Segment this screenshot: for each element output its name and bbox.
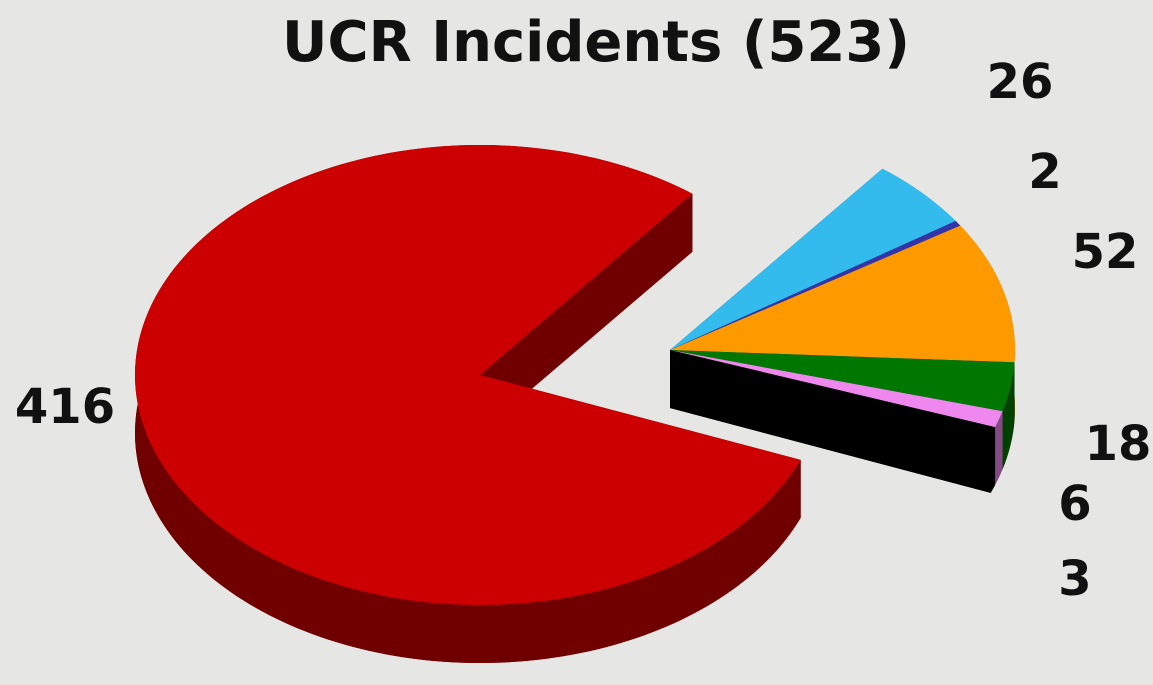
slice: [135, 145, 801, 605]
data-label: 6: [1058, 476, 1091, 532]
data-labels: 416 26 252 186 3: [15, 54, 1152, 607]
data-label: 416: [15, 379, 115, 435]
slice: [670, 221, 961, 350]
slice: [670, 168, 956, 350]
slice-side: [480, 193, 693, 433]
data-label: 52: [1072, 224, 1139, 280]
data-label: 2: [1028, 144, 1061, 200]
slice: [670, 350, 1015, 412]
slice-side: [670, 350, 991, 493]
slice-tops: [135, 145, 1015, 605]
data-label: 3: [1058, 551, 1091, 607]
slice: [670, 225, 1015, 363]
slice: [670, 350, 1003, 428]
data-label: 26: [987, 54, 1054, 110]
data-label: 18: [1085, 416, 1152, 472]
slice: [670, 350, 996, 435]
chart-title: UCR Incidents (523): [282, 10, 910, 75]
